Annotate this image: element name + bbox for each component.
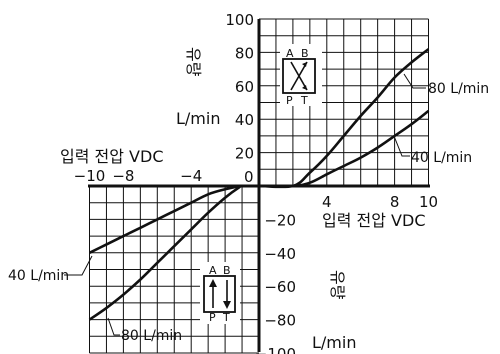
leader-80-lower xyxy=(107,317,120,336)
y-axis-unit-upper: L/min xyxy=(176,109,220,128)
y-axis-unit-lower: L/min xyxy=(312,333,356,352)
valve-port-b-lower: B xyxy=(223,264,231,277)
y-tick-label: −40 xyxy=(264,245,296,263)
arrow-head-icon xyxy=(302,85,307,90)
arrow-down-icon xyxy=(223,301,231,309)
arrow-up-icon xyxy=(209,279,217,287)
valve-box-parallel xyxy=(203,275,236,313)
x-tick-label: 8 xyxy=(390,193,400,211)
y-tick-label: 60 xyxy=(235,78,254,96)
valve-box-crossed xyxy=(282,58,316,94)
x-tick-label: 10 xyxy=(419,193,438,211)
x-tick-labels: −10 −8 −4 4 8 10 xyxy=(74,167,438,211)
y-tick-labels: 100 80 60 40 20 −20 −40 −60 −80 −100 xyxy=(225,11,296,354)
valve-port-b-upper: B xyxy=(301,47,309,60)
series-group xyxy=(88,48,430,321)
valve-port-a-lower: A xyxy=(209,264,217,277)
x-tick-label: 4 xyxy=(322,193,332,211)
valve-symbol-parallel: A B P T xyxy=(200,262,240,324)
valve-port-a-upper: A xyxy=(286,47,294,60)
series-label-40-lower: 40 L/min xyxy=(8,268,69,284)
series-label-80-upper: 80 L/min xyxy=(428,81,489,97)
y-axis-label-lower: 유량 xyxy=(328,270,347,300)
x-tick-label: −4 xyxy=(180,167,202,185)
y-tick-label: 20 xyxy=(235,145,254,163)
valve-symbol-parallel-bg xyxy=(200,262,240,324)
y-tick-label: 40 xyxy=(235,111,254,129)
valve-port-t-lower: T xyxy=(222,311,230,324)
y-tick-label: 80 xyxy=(235,44,254,62)
arrow-head-icon xyxy=(302,62,307,67)
origin-label: 0 xyxy=(244,168,254,186)
leader-40-lower xyxy=(64,255,93,276)
cross-arrow-line-2 xyxy=(290,61,308,91)
y-tick-label: 100 xyxy=(225,11,254,29)
valve-symbol-crossed: A B P T xyxy=(280,44,322,107)
x-tick-label: −8 xyxy=(112,167,134,185)
y-tick-label: −80 xyxy=(264,312,296,330)
valve-port-p-upper: P xyxy=(286,94,293,107)
series-label-80-lower: 80 L/min xyxy=(121,328,182,344)
leader-40-upper xyxy=(393,135,410,157)
valve-port-p-lower: P xyxy=(209,311,216,324)
y-tick-label: −60 xyxy=(264,278,296,296)
x-axis-label-lower: 입력 전압 VDC xyxy=(322,211,426,230)
x-axis-label-upper: 입력 전압 VDC xyxy=(60,147,164,166)
series-line-40 xyxy=(88,109,430,254)
y-tick-label: −100 xyxy=(255,345,296,354)
series-label-40-upper: 40 L/min xyxy=(411,150,472,166)
x-tick-label: −10 xyxy=(74,167,106,185)
valve-port-t-upper: T xyxy=(300,94,308,107)
y-tick-label: −20 xyxy=(264,211,296,229)
leader-80-upper xyxy=(403,73,426,89)
y-axis-label-upper: 유량 xyxy=(184,47,203,77)
